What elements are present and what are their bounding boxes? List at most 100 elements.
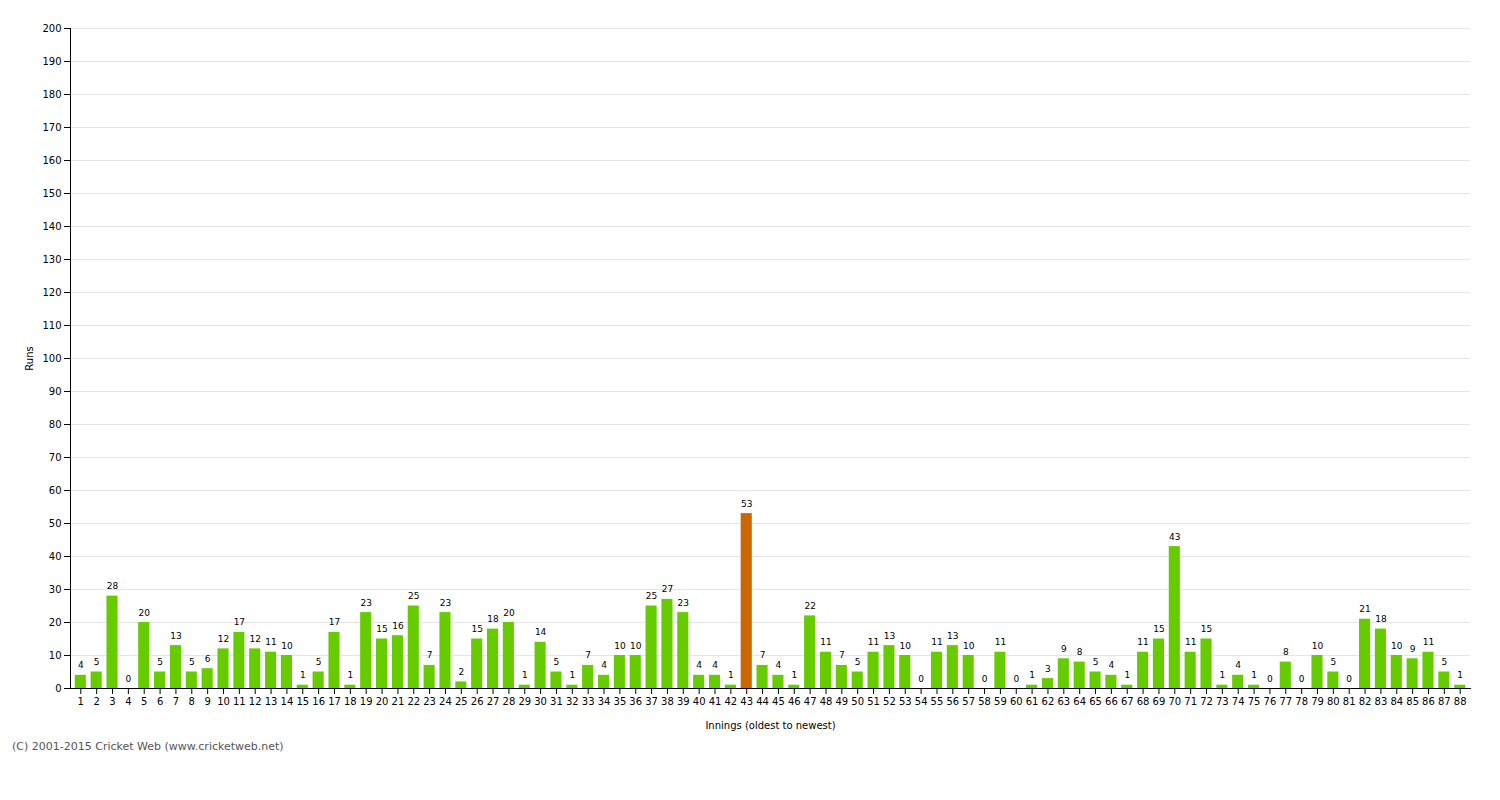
svg-text:75: 75 xyxy=(1248,696,1261,707)
svg-text:10: 10 xyxy=(281,641,293,651)
svg-text:16: 16 xyxy=(312,696,325,707)
svg-text:13: 13 xyxy=(884,631,895,641)
svg-text:6: 6 xyxy=(157,696,163,707)
svg-text:5: 5 xyxy=(157,657,163,667)
svg-text:30: 30 xyxy=(49,584,62,595)
svg-text:11: 11 xyxy=(820,637,831,647)
svg-text:79: 79 xyxy=(1311,696,1324,707)
svg-text:9: 9 xyxy=(1410,644,1416,654)
svg-text:11: 11 xyxy=(1423,637,1434,647)
svg-text:34: 34 xyxy=(598,696,611,707)
svg-text:8: 8 xyxy=(1283,647,1289,657)
svg-text:200: 200 xyxy=(42,23,61,34)
svg-text:41: 41 xyxy=(709,696,722,707)
svg-text:25: 25 xyxy=(408,591,419,601)
svg-text:3: 3 xyxy=(109,696,115,707)
svg-text:5: 5 xyxy=(855,657,861,667)
svg-text:58: 58 xyxy=(978,696,991,707)
svg-text:18: 18 xyxy=(1375,614,1387,624)
svg-text:11: 11 xyxy=(265,637,276,647)
svg-text:7: 7 xyxy=(839,650,845,660)
svg-text:10: 10 xyxy=(1391,641,1403,651)
svg-text:Runs: Runs xyxy=(24,346,35,370)
svg-text:7: 7 xyxy=(427,650,433,660)
svg-text:1: 1 xyxy=(1220,670,1226,680)
svg-text:81: 81 xyxy=(1343,696,1356,707)
svg-text:37: 37 xyxy=(645,696,658,707)
svg-text:14: 14 xyxy=(535,627,547,637)
svg-text:90: 90 xyxy=(49,386,62,397)
svg-text:28: 28 xyxy=(503,696,516,707)
svg-text:4: 4 xyxy=(601,660,607,670)
svg-text:39: 39 xyxy=(677,696,690,707)
svg-text:56: 56 xyxy=(946,696,959,707)
svg-text:15: 15 xyxy=(1201,624,1212,634)
svg-text:0: 0 xyxy=(1346,674,1352,684)
svg-text:20: 20 xyxy=(49,617,62,628)
svg-text:88: 88 xyxy=(1454,696,1467,707)
svg-text:48: 48 xyxy=(820,696,833,707)
svg-text:45: 45 xyxy=(772,696,785,707)
svg-text:1: 1 xyxy=(791,670,797,680)
svg-text:14: 14 xyxy=(281,696,294,707)
svg-text:5: 5 xyxy=(1441,657,1447,667)
svg-text:18: 18 xyxy=(344,696,357,707)
svg-text:80: 80 xyxy=(49,419,62,430)
svg-text:180: 180 xyxy=(42,89,61,100)
svg-text:1: 1 xyxy=(347,670,353,680)
svg-text:52: 52 xyxy=(883,696,896,707)
svg-text:30: 30 xyxy=(534,696,547,707)
svg-text:25: 25 xyxy=(455,696,468,707)
svg-text:59: 59 xyxy=(994,696,1007,707)
svg-text:110: 110 xyxy=(42,320,61,331)
svg-text:84: 84 xyxy=(1390,696,1403,707)
svg-text:29: 29 xyxy=(518,696,531,707)
svg-text:25: 25 xyxy=(646,591,657,601)
svg-text:23: 23 xyxy=(423,696,436,707)
svg-text:53: 53 xyxy=(741,499,752,509)
svg-text:64: 64 xyxy=(1073,696,1086,707)
svg-text:1: 1 xyxy=(1029,670,1035,680)
svg-text:20: 20 xyxy=(138,608,150,618)
svg-text:1: 1 xyxy=(78,696,84,707)
svg-text:5: 5 xyxy=(141,696,147,707)
svg-text:10: 10 xyxy=(49,650,62,661)
svg-text:2: 2 xyxy=(458,667,464,677)
svg-text:57: 57 xyxy=(962,696,975,707)
svg-text:12: 12 xyxy=(249,634,260,644)
svg-text:10: 10 xyxy=(614,641,626,651)
svg-text:26: 26 xyxy=(471,696,484,707)
svg-text:10: 10 xyxy=(630,641,642,651)
svg-text:0: 0 xyxy=(55,683,61,694)
svg-text:4: 4 xyxy=(1235,660,1241,670)
svg-text:54: 54 xyxy=(915,696,928,707)
svg-text:12: 12 xyxy=(249,696,262,707)
svg-text:21: 21 xyxy=(1359,604,1370,614)
svg-text:71: 71 xyxy=(1184,696,1197,707)
svg-text:5: 5 xyxy=(1093,657,1099,667)
svg-text:44: 44 xyxy=(756,696,769,707)
svg-text:3: 3 xyxy=(1045,664,1051,674)
svg-text:6: 6 xyxy=(205,654,211,664)
svg-text:140: 140 xyxy=(42,221,61,232)
svg-text:16: 16 xyxy=(392,621,404,631)
svg-text:7: 7 xyxy=(173,696,179,707)
svg-text:70: 70 xyxy=(1168,696,1181,707)
svg-text:17: 17 xyxy=(234,617,245,627)
svg-text:60: 60 xyxy=(1010,696,1023,707)
svg-text:43: 43 xyxy=(1169,532,1180,542)
svg-text:0: 0 xyxy=(1299,674,1305,684)
svg-text:10: 10 xyxy=(217,696,230,707)
svg-text:0: 0 xyxy=(126,674,132,684)
svg-text:9: 9 xyxy=(204,696,210,707)
svg-text:22: 22 xyxy=(804,601,815,611)
svg-text:1: 1 xyxy=(522,670,528,680)
svg-text:10: 10 xyxy=(1312,641,1324,651)
svg-text:15: 15 xyxy=(471,624,482,634)
svg-text:1: 1 xyxy=(1124,670,1130,680)
svg-text:11: 11 xyxy=(995,637,1006,647)
svg-text:4: 4 xyxy=(712,660,718,670)
svg-text:66: 66 xyxy=(1105,696,1118,707)
svg-text:1: 1 xyxy=(728,670,734,680)
svg-text:5: 5 xyxy=(189,657,195,667)
